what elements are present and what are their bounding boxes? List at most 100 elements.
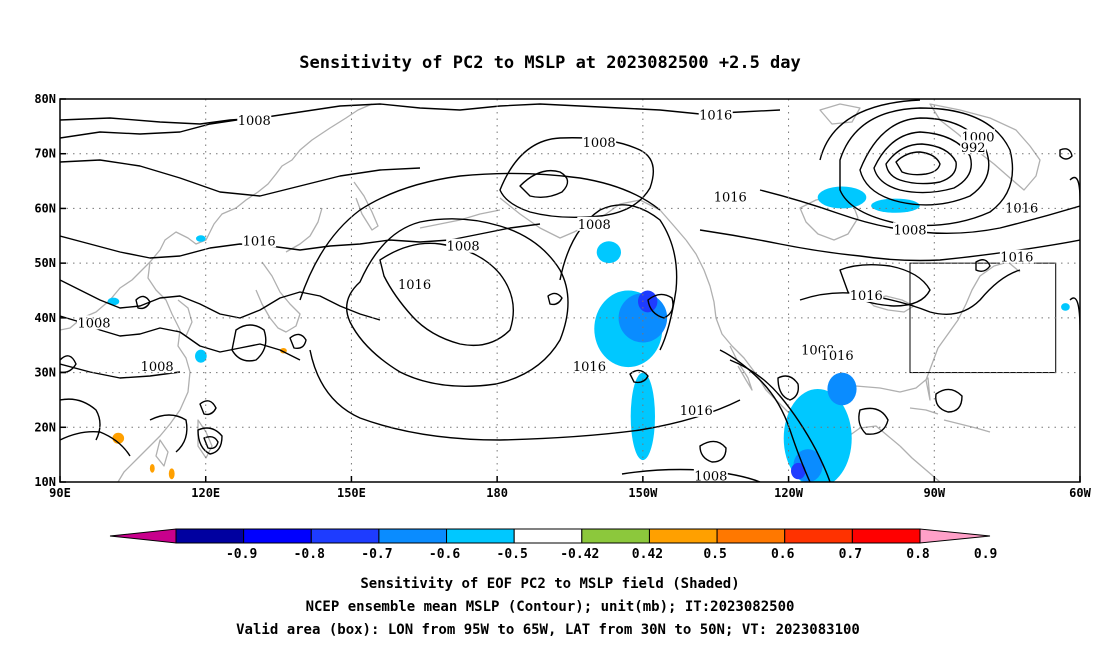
contour-label-1: 1016 bbox=[699, 108, 732, 123]
colorbar-bin-3 bbox=[378, 528, 448, 544]
contour-label-bg-10 bbox=[1004, 200, 1039, 215]
contour-label-19: 1016 bbox=[680, 404, 713, 419]
colorbar-label-3: -0.6 bbox=[429, 547, 460, 562]
lon-tick-label-5: 120W bbox=[774, 486, 804, 500]
colorbar-label-7: 0.5 bbox=[703, 547, 726, 562]
contour-label-bg-13 bbox=[849, 287, 884, 302]
contour-label-bg-4 bbox=[960, 140, 987, 155]
shaded-region-18 bbox=[149, 463, 155, 473]
colorbar-bin-1 bbox=[243, 528, 312, 544]
lat-tick-label-0: 80N bbox=[34, 92, 56, 106]
colorbar-label-8: 0.6 bbox=[771, 547, 795, 562]
lon-tick-label-2: 150E bbox=[337, 486, 366, 500]
lon-tick-label-0: 90E bbox=[49, 486, 71, 500]
lat-tick-label-2: 60N bbox=[34, 201, 56, 215]
contour-label-bg-19 bbox=[679, 402, 714, 417]
contour-label-bg-0 bbox=[237, 112, 272, 127]
colorbar-bin-0 bbox=[175, 528, 245, 544]
caption-line-2: NCEP ensemble mean MSLP (Contour); unit(… bbox=[306, 599, 795, 615]
lat-tick-label-6: 20N bbox=[34, 420, 56, 434]
colorbar-label-2: -0.7 bbox=[361, 547, 392, 562]
lat-tick-label-3: 50N bbox=[34, 256, 56, 270]
contour-label-6: 1008 bbox=[578, 218, 611, 233]
colorbar-label-1: -0.8 bbox=[294, 547, 325, 562]
lon-tick-label-7: 60W bbox=[1069, 486, 1091, 500]
lon-tick-label-6: 90W bbox=[923, 486, 945, 500]
contour-label-bg-14 bbox=[77, 315, 111, 330]
shaded-region-1 bbox=[630, 372, 655, 461]
contour-label-bg-1 bbox=[698, 107, 733, 122]
colorbar-bin-6 bbox=[581, 528, 650, 544]
colorbar-over-triangle bbox=[919, 528, 991, 544]
colorbar-label-5: -0.42 bbox=[560, 547, 599, 562]
map-title: Sensitivity of PC2 to MSLP at 2023082500… bbox=[299, 53, 801, 73]
coastlines bbox=[60, 103, 1041, 482]
shaded-region-11 bbox=[195, 349, 207, 363]
contour-label-0: 1008 bbox=[238, 114, 271, 129]
lat-tick-label-5: 30N bbox=[34, 366, 56, 380]
colorbar-under-triangle bbox=[109, 528, 177, 544]
contour-label-12: 1016 bbox=[1000, 251, 1033, 266]
colorbar-label-0: -0.9 bbox=[226, 547, 257, 562]
contour-label-bg-9 bbox=[397, 277, 432, 292]
contour-label-bg-5 bbox=[713, 189, 748, 204]
contour-label-4: 992 bbox=[961, 141, 986, 156]
colorbar-label-6: 0.42 bbox=[632, 547, 663, 562]
shaded-region-12 bbox=[107, 297, 120, 306]
mslp-contours bbox=[60, 99, 1080, 482]
shaded-region-14 bbox=[1061, 303, 1070, 311]
colorbar-bin-4 bbox=[446, 528, 515, 544]
colorbar-bin-7 bbox=[648, 528, 718, 544]
shaded-region-6 bbox=[871, 198, 920, 213]
contour-label-bg-3 bbox=[961, 129, 995, 144]
colorbar-label-10: 0.8 bbox=[906, 547, 930, 562]
colorbar-bin-8 bbox=[716, 528, 786, 544]
contour-label-14: 1008 bbox=[77, 316, 110, 331]
contour-label-10: 1016 bbox=[1005, 201, 1038, 216]
gridlines bbox=[60, 99, 1080, 482]
contour-label-5: 1016 bbox=[714, 190, 747, 205]
lon-tick-label-3: 180 bbox=[486, 486, 508, 500]
shaded-region-4 bbox=[596, 241, 621, 264]
contour-label-13: 1016 bbox=[850, 289, 883, 304]
contour-label-bg-12 bbox=[999, 249, 1034, 264]
contour-label-15: 1008 bbox=[141, 360, 174, 375]
colorbar-label-9: 0.7 bbox=[839, 547, 862, 562]
colorbar: -0.9 -0.8 -0.7 -0.6 -0.5 -0.42 0.42 0.5 0.6 0.7 0.… bbox=[109, 528, 997, 562]
contour-label-bg-8 bbox=[446, 238, 481, 253]
colorbar-bin-10 bbox=[851, 528, 921, 544]
colorbar-bin-2 bbox=[310, 528, 380, 544]
lon-tick-label-1: 120E bbox=[191, 486, 220, 500]
contour-label-16: 1016 bbox=[573, 360, 606, 375]
lat-tick-label-7: 10N bbox=[34, 475, 56, 489]
lon-tick-label-4: 150W bbox=[628, 486, 658, 500]
shaded-region-17 bbox=[168, 468, 175, 480]
lat-tick-label-4: 40N bbox=[34, 311, 56, 325]
contour-label-7: 1016 bbox=[243, 234, 276, 249]
contour-label-bg-2 bbox=[582, 134, 617, 149]
caption-line-1: Sensitivity of EOF PC2 to MSLP field (Sh… bbox=[360, 576, 739, 592]
contour-label-18: 1016 bbox=[821, 349, 854, 364]
lat-tick-label-1: 70N bbox=[34, 147, 56, 161]
map-frame bbox=[59, 98, 1081, 483]
contour-label-bg-18 bbox=[820, 348, 855, 363]
contour-label-bg-6 bbox=[577, 216, 612, 231]
shaded-region-9 bbox=[827, 372, 857, 406]
contour-label-bg-7 bbox=[242, 233, 277, 248]
colorbar-label-4: -0.5 bbox=[497, 547, 528, 562]
caption-line-3: Valid area (box): LON from 95W to 65W, L… bbox=[236, 622, 860, 638]
contour-label-bg-15 bbox=[140, 359, 175, 374]
contour-label-8: 1008 bbox=[447, 240, 480, 255]
colorbar-bin-9 bbox=[784, 528, 853, 544]
shaded-region-13 bbox=[196, 235, 206, 242]
contour-label-9: 1016 bbox=[398, 278, 431, 293]
shaded-region-10 bbox=[791, 462, 806, 480]
contour-label-bg-20 bbox=[693, 468, 728, 483]
contour-label-bg-11 bbox=[893, 222, 927, 237]
colorbar-bin-5 bbox=[513, 528, 583, 544]
shaded-region-5 bbox=[817, 186, 867, 209]
contour-label-2: 1008 bbox=[583, 136, 616, 151]
